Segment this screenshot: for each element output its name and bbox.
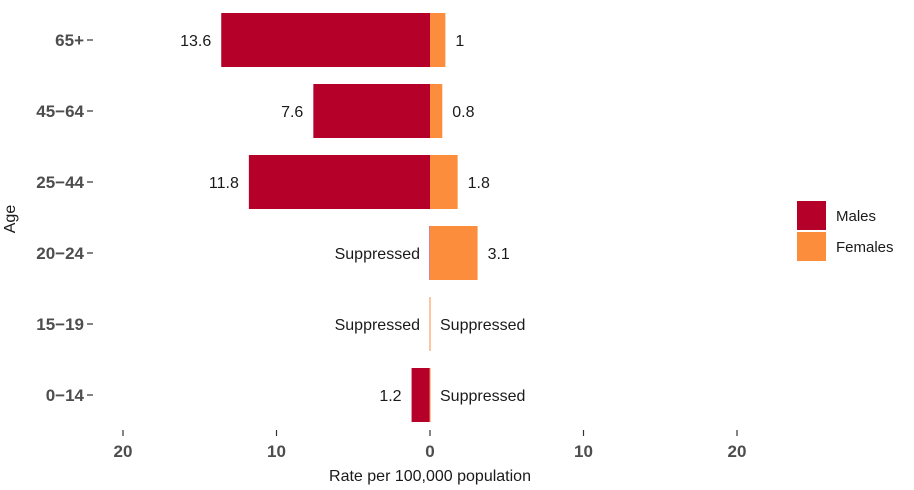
males-data-label: 13.6	[180, 33, 211, 50]
y-tick-label: 65+	[55, 31, 84, 50]
females-data-label: 3.1	[488, 246, 510, 263]
females-bar	[430, 155, 458, 209]
legend-label-males: Males	[836, 208, 876, 225]
y-tick-label: 0−14	[46, 386, 85, 405]
males-bar	[411, 368, 430, 422]
females-data-label: 1	[455, 33, 464, 50]
y-tick-label: 25−44	[36, 173, 84, 192]
legend-label-females: Females	[836, 239, 894, 256]
males-bar	[313, 84, 430, 138]
x-tick-label: 20	[114, 442, 133, 461]
males-data-label: 7.6	[281, 104, 303, 121]
y-axis-title: Age	[2, 205, 19, 234]
legend-swatch-females	[797, 232, 826, 261]
males-bar	[221, 13, 430, 67]
males-data-label: 11.8	[209, 175, 239, 192]
females-bar	[430, 84, 443, 138]
y-tick-label: 20−24	[36, 244, 84, 263]
x-tick-label: 10	[267, 442, 286, 461]
females-bar	[430, 226, 478, 280]
legend: Males Females	[797, 201, 894, 261]
females-data-label: Suppressed	[440, 388, 525, 405]
females-data-label: 0.8	[452, 104, 474, 121]
x-tick-label: 10	[574, 442, 593, 461]
x-axis-title: Rate per 100,000 population	[329, 468, 531, 485]
legend-swatch-males	[797, 201, 826, 230]
females-bar	[430, 13, 446, 67]
females-data-label: 1.8	[468, 175, 490, 192]
females-data-label: Suppressed	[440, 317, 525, 334]
males-data-label: Suppressed	[335, 246, 420, 263]
y-tick-label: 15−19	[36, 315, 84, 334]
males-data-label: Suppressed	[335, 317, 420, 334]
x-tick-label: 0	[425, 442, 434, 461]
x-tick-label: 20	[728, 442, 747, 461]
y-tick-label: 45−64	[36, 102, 84, 121]
males-bar	[248, 155, 430, 209]
chart-marks: 65+ 45−64 25−44 20−24 15−19 0−14 20 10 0 10 20 13.6…	[36, 13, 746, 461]
males-data-label: 1.2	[379, 388, 401, 405]
